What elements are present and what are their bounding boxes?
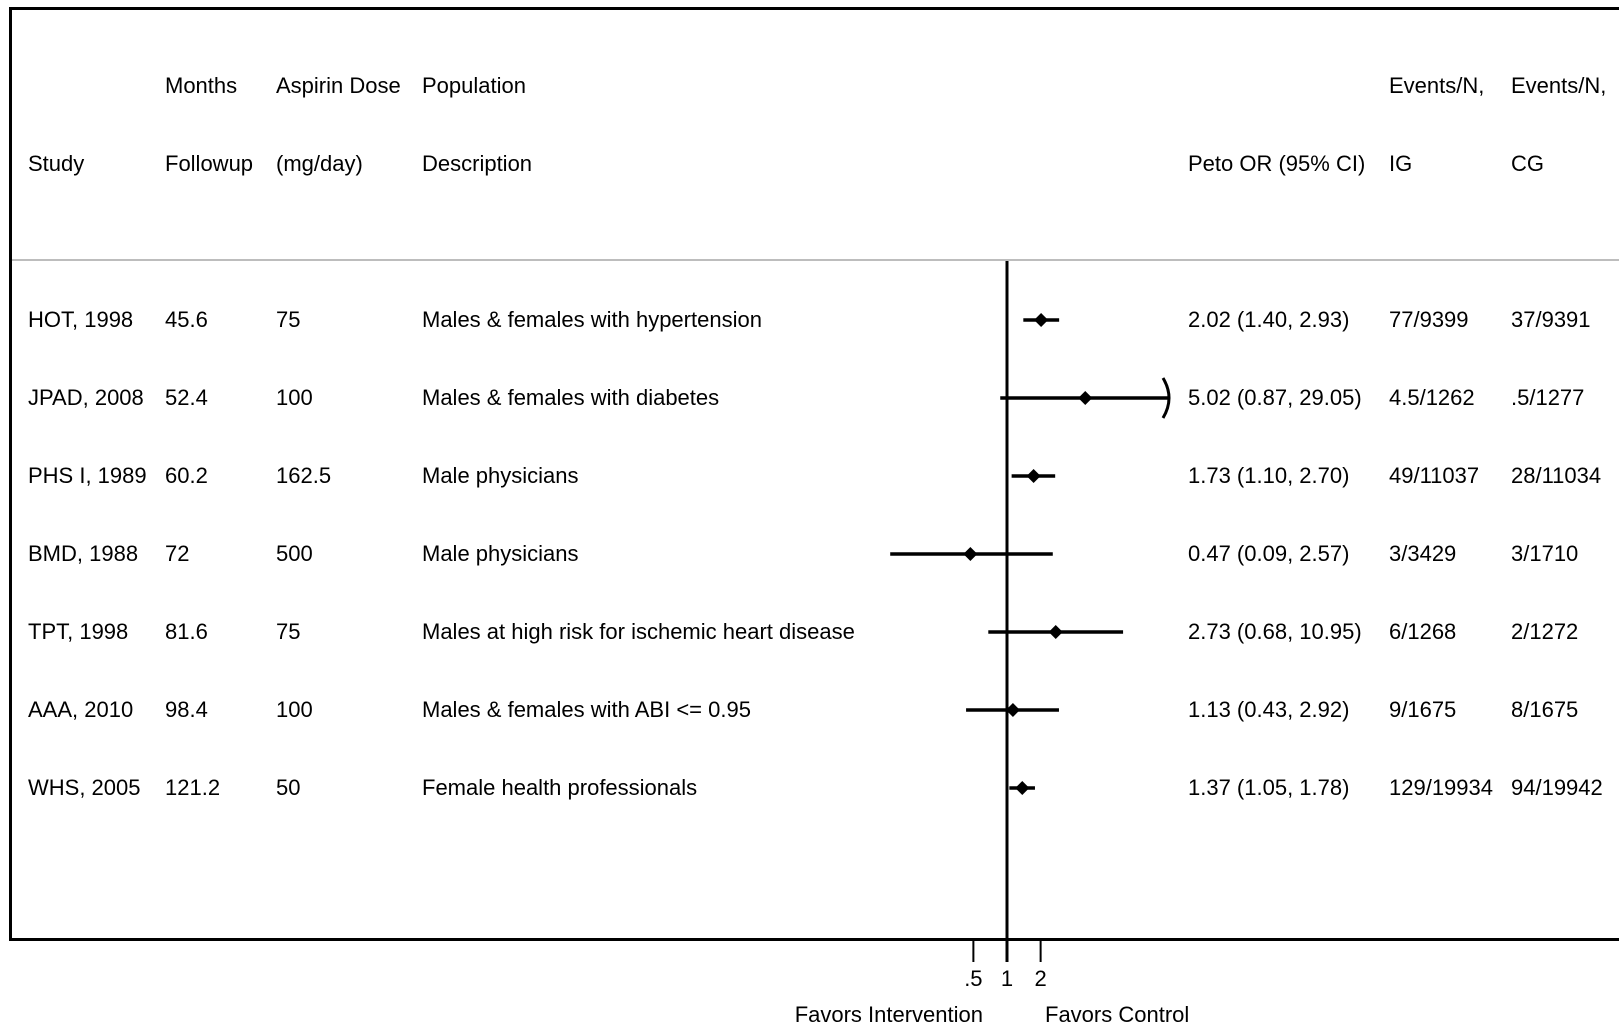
aspirin-dose: 50 [276,775,301,800]
peto-or-ci: 2.02 (1.40, 2.93) [1188,307,1350,332]
population-description: Males & females with diabetes [422,385,720,410]
population-description: Males & females with hypertension [422,307,762,332]
header-events-ig-line2: IG [1389,151,1413,176]
header-or: Peto OR (95% CI) [1188,151,1366,176]
population-description: Female health professionals [422,775,698,800]
study-name: TPT, 1998 [28,619,129,644]
months-followup: 98.4 [165,697,208,722]
aspirin-dose: 162.5 [276,463,332,488]
peto-or-ci: 1.73 (1.10, 2.70) [1188,463,1350,488]
peto-or-ci: 1.13 (0.43, 2.92) [1188,697,1350,722]
header-dose-line1: Aspirin Dose [276,73,401,98]
x-tick-label: 2 [1034,966,1046,991]
population-description: Male physicians [422,541,579,566]
peto-or-ci: 0.47 (0.09, 2.57) [1188,541,1350,566]
months-followup: 121.2 [165,775,221,800]
header-population-line1: Population [422,73,526,98]
population-description: Males at high risk for ischemic heart di… [422,619,855,644]
peto-or-ci: 5.02 (0.87, 29.05) [1188,385,1362,410]
favors-intervention-label: Favors Intervention [795,1002,983,1027]
header-events-ig-line1: Events/N, [1389,73,1485,98]
events-ig: 4.5/1262 [1389,385,1475,410]
point-estimate-marker [1005,703,1020,717]
months-followup: 60.2 [165,463,208,488]
population-description: Males & females with ABI <= 0.95 [422,697,751,722]
x-tick-label: .5 [964,966,982,991]
events-ig: 77/9399 [1389,307,1469,332]
point-estimate-marker [1034,313,1049,327]
study-name: WHS, 2005 [28,775,141,800]
events-cg: 2/1272 [1511,619,1579,644]
study-name: BMD, 1988 [28,541,139,566]
events-cg: 94/19942 [1511,775,1603,800]
header-study: Study [28,151,85,176]
population-description: Male physicians [422,463,579,488]
header-dose-line2: (mg/day) [276,151,363,176]
aspirin-dose: 500 [276,541,313,566]
events-cg: 28/11034 [1511,463,1602,488]
aspirin-dose: 100 [276,385,313,410]
study-name: PHS I, 1989 [28,463,147,488]
point-estimate-marker [1015,781,1030,795]
x-tick-label: 1 [1001,966,1013,991]
aspirin-dose: 100 [276,697,313,722]
events-cg: 3/1710 [1511,541,1579,566]
point-estimate-marker [1078,391,1093,405]
months-followup: 81.6 [165,619,208,644]
header-months-line2: Followup [165,151,254,176]
events-cg: 8/1675 [1511,697,1579,722]
header-divider [12,259,1619,261]
events-ig: 9/1675 [1389,697,1457,722]
events-ig: 49/11037 [1389,463,1480,488]
header-events-cg-line1: Events/N, [1511,73,1607,98]
aspirin-dose: 75 [276,307,301,332]
aspirin-dose: 75 [276,619,301,644]
point-estimate-marker [1026,469,1041,483]
ci-arrow-right [1161,377,1171,419]
header-months-line1: Months [165,73,238,98]
study-name: AAA, 2010 [28,697,134,722]
point-estimate-marker [1048,625,1063,639]
study-name: JPAD, 2008 [28,385,144,410]
events-cg: .5/1277 [1511,385,1585,410]
point-estimate-marker [963,547,978,561]
header-population-line2: Description [422,151,533,176]
header-events-cg-line2: CG [1511,151,1544,176]
study-name: HOT, 1998 [28,307,134,332]
peto-or-ci: 1.37 (1.05, 1.78) [1188,775,1350,800]
chart-frame [9,7,1619,941]
events-ig: 3/3429 [1389,541,1457,566]
months-followup: 52.4 [165,385,208,410]
events-ig: 6/1268 [1389,619,1457,644]
favors-control-label: Favors Control [1045,1002,1189,1027]
peto-or-ci: 2.73 (0.68, 10.95) [1188,619,1362,644]
months-followup: 45.6 [165,307,208,332]
events-ig: 129/19934 [1389,775,1493,800]
months-followup: 72 [165,541,190,566]
events-cg: 37/9391 [1511,307,1591,332]
